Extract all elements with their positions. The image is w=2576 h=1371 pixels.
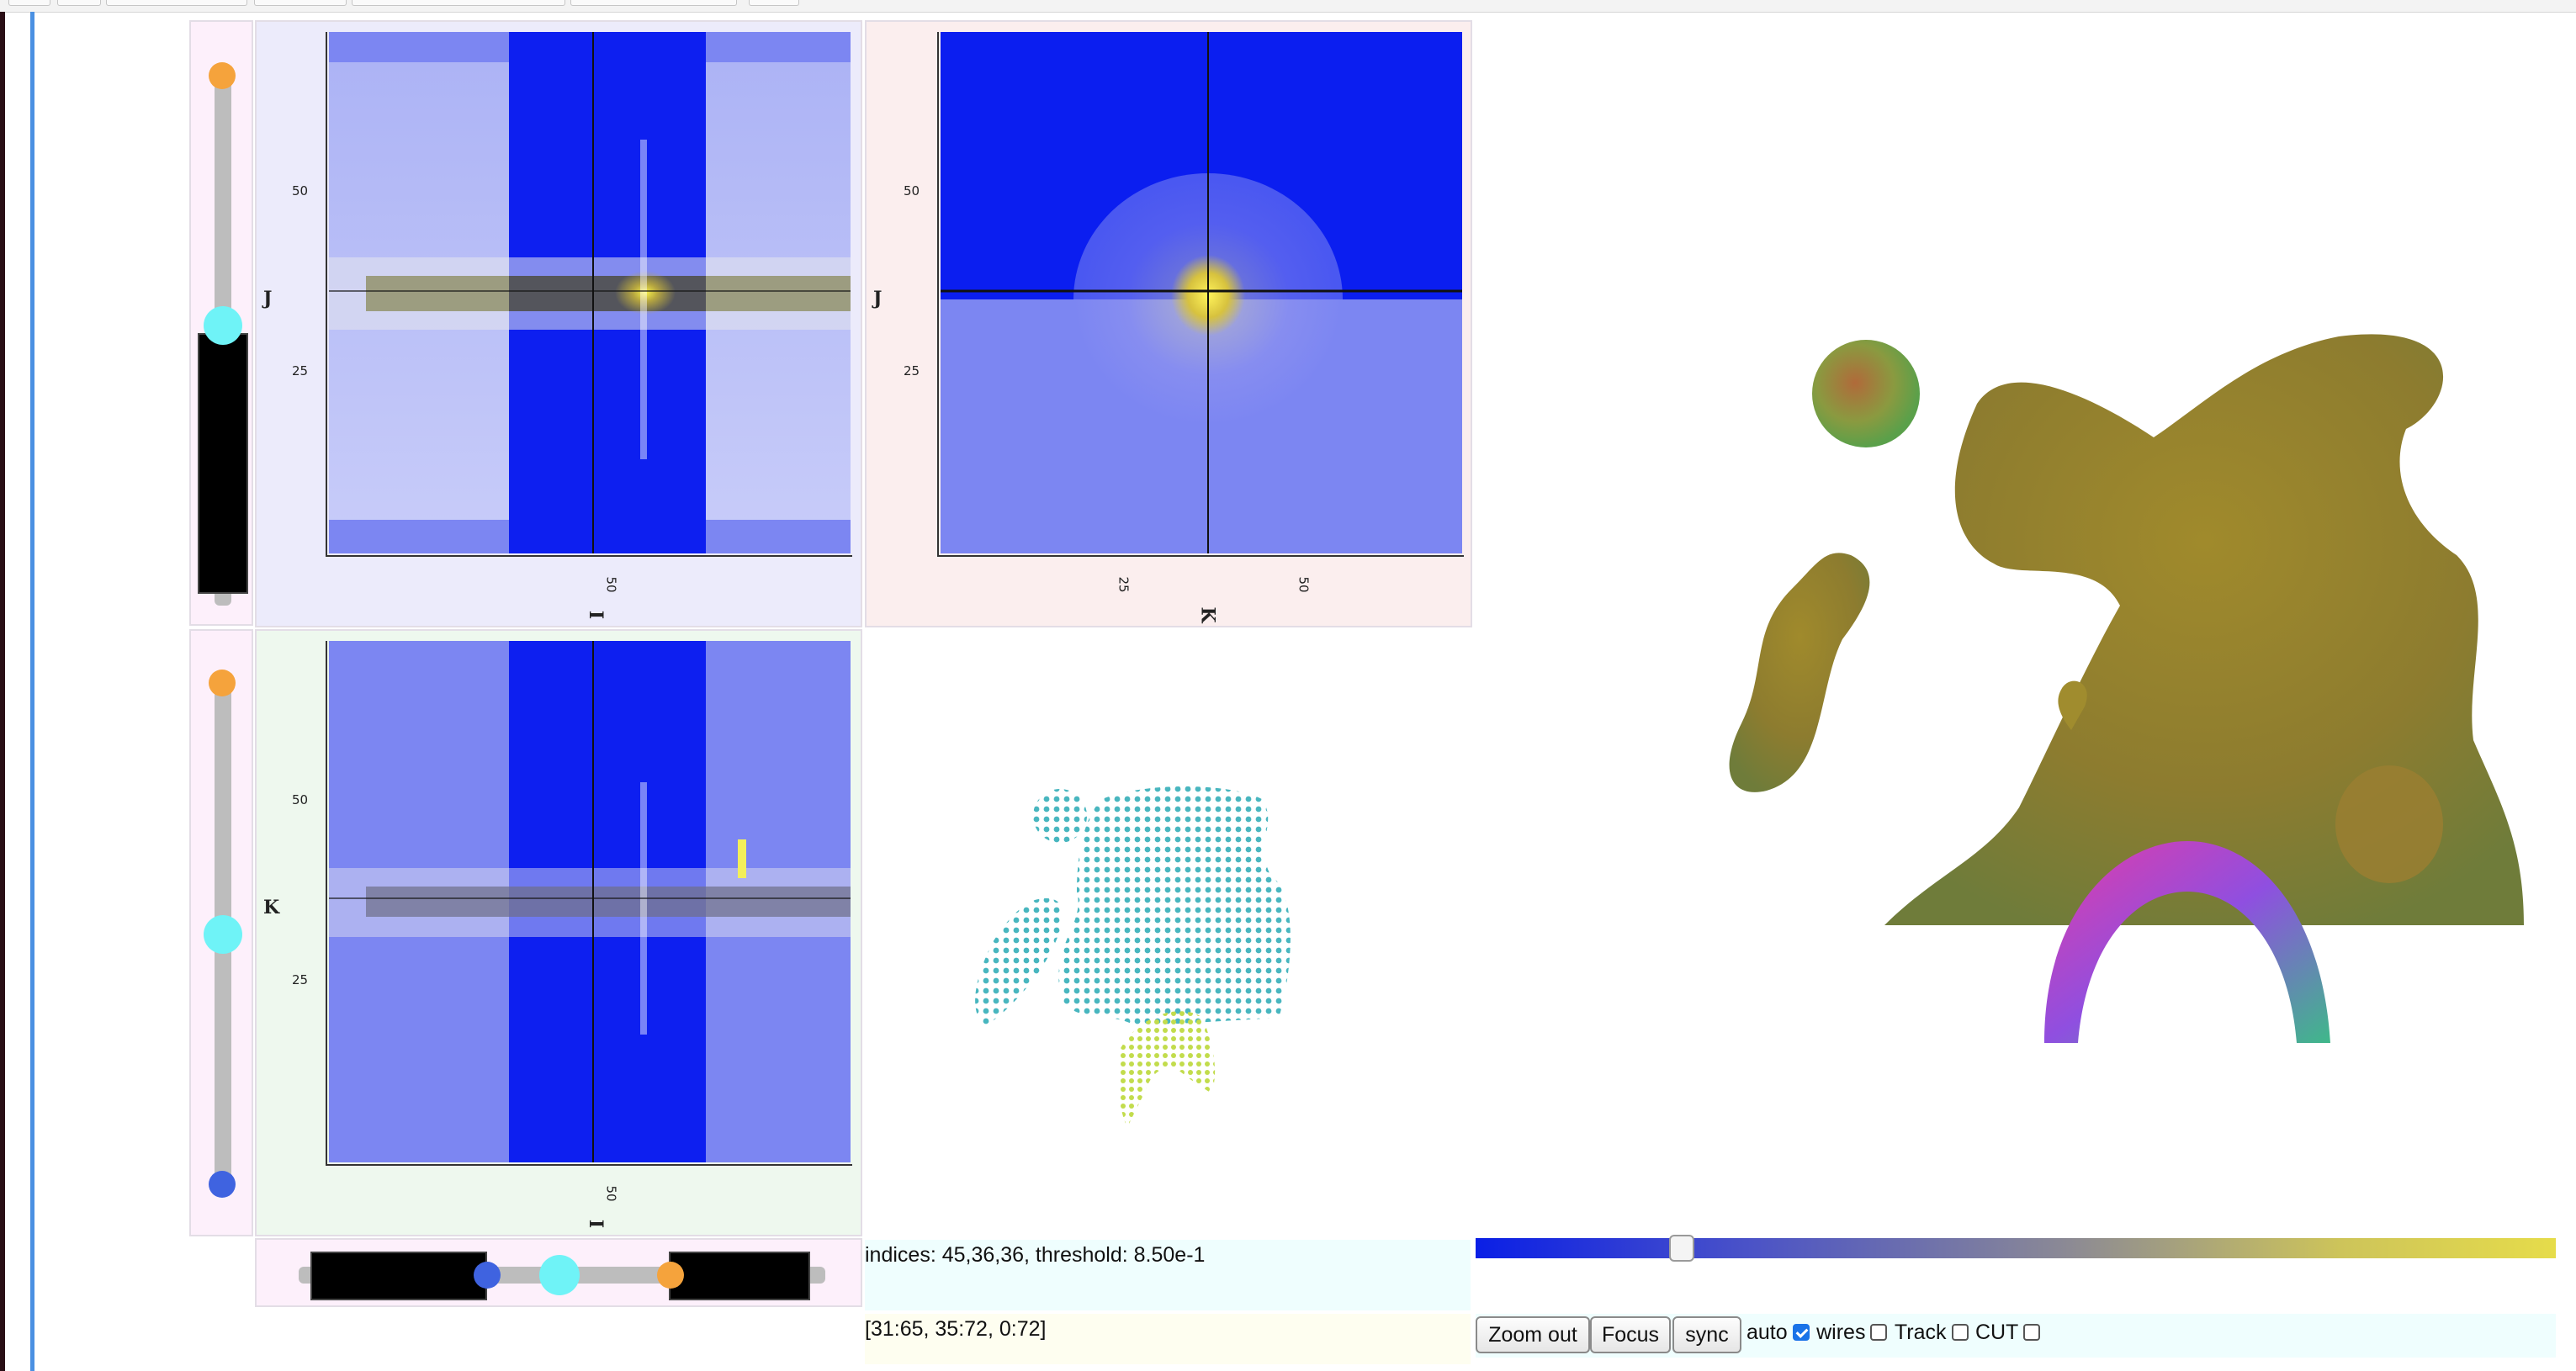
threshold-handle[interactable] [1669, 1235, 1694, 1262]
y-axis-line [937, 32, 939, 557]
slider-value-handle[interactable] [539, 1255, 580, 1295]
y-axis-label: K [263, 897, 280, 918]
y-axis-label: J [873, 288, 883, 310]
track-checkbox[interactable] [1951, 1323, 1969, 1341]
x-tick-label: 50 [603, 1185, 619, 1202]
toolbar-button[interactable] [8, 0, 50, 6]
indices-status: indices: 45,36,36, threshold: 8.50e-1 [865, 1240, 1471, 1310]
slider-max-handle[interactable] [209, 670, 236, 696]
y-tick-label: 25 [292, 972, 309, 987]
y-axis-line [326, 641, 327, 1166]
auto-label: auto [1746, 1321, 1788, 1344]
slider-range-fill [198, 333, 248, 594]
x-axis-label: I [585, 610, 607, 620]
options-row: auto wires Track CUT [1746, 1321, 2043, 1354]
mid-vertical-slider-panel[interactable] [189, 629, 253, 1236]
range-text: [31:65, 35:72, 0:72] [865, 1317, 1047, 1341]
range-status: [31:65, 35:72, 0:72] [865, 1314, 1471, 1364]
x-axis-label: K [1196, 606, 1219, 623]
zoom-out-button[interactable]: Zoom out [1476, 1316, 1590, 1353]
slider-value-handle[interactable] [204, 915, 242, 954]
threshold-colorbar[interactable] [1476, 1238, 2556, 1258]
cut-checkbox[interactable] [2023, 1323, 2041, 1341]
toolbar-button[interactable] [254, 0, 347, 6]
toolbar-button[interactable] [570, 0, 737, 6]
x-axis-line [326, 1164, 852, 1166]
plot-panel-ij[interactable]: 50 25 50 J I [255, 20, 862, 627]
y-tick-label: 25 [904, 363, 920, 378]
toolbar-button[interactable] [57, 0, 101, 6]
plot-panel-ik[interactable]: 50 25 50 K I [255, 629, 862, 1236]
x-tick-label: 50 [1296, 576, 1312, 593]
slider-left-mask [310, 1252, 487, 1300]
bottom-horizontal-slider-panel[interactable] [255, 1238, 862, 1307]
heatmap-kj[interactable] [867, 22, 1474, 629]
auto-checkbox[interactable] [1792, 1323, 1810, 1341]
slider-max-handle[interactable] [209, 62, 236, 89]
y-tick-label: 50 [292, 792, 309, 807]
y-tick-label: 25 [292, 363, 309, 378]
slider-min-handle[interactable] [209, 1171, 236, 1198]
sync-button[interactable]: sync [1672, 1316, 1741, 1353]
plot-panel-kj[interactable]: 50 25 25 50 J K [865, 20, 1472, 627]
x-axis-label: I [585, 1219, 607, 1229]
top-vertical-slider-panel[interactable] [189, 20, 253, 626]
y-axis-line [326, 32, 327, 557]
y-tick-label: 50 [292, 183, 309, 199]
window-edge [0, 12, 5, 1371]
toolbar-button[interactable] [352, 0, 565, 6]
slider-right-mask [669, 1252, 810, 1300]
slider-min-handle[interactable] [474, 1262, 501, 1289]
x-axis-line [326, 555, 852, 557]
toolbar-button[interactable] [106, 0, 247, 6]
indices-text: indices: 45,36,36, threshold: 8.50e-1 [865, 1243, 1206, 1267]
point-cloud-view[interactable] [951, 774, 1304, 1144]
wires-checkbox[interactable] [1870, 1323, 1888, 1341]
isosurface-3d-view[interactable] [1649, 303, 2557, 1043]
x-tick-label: 25 [1116, 576, 1132, 593]
slider-value-handle[interactable] [204, 306, 242, 345]
wires-label: wires [1816, 1321, 1866, 1344]
heatmap-ik[interactable] [257, 631, 864, 1238]
y-axis-label: J [263, 288, 273, 310]
slider-max-handle[interactable] [657, 1262, 684, 1289]
heatmap-ij[interactable] [257, 22, 864, 629]
y-tick-label: 50 [904, 183, 920, 199]
x-tick-label: 50 [603, 576, 619, 593]
x-axis-line [937, 555, 1464, 557]
track-label: Track [1894, 1321, 1947, 1344]
focus-button[interactable]: Focus [1590, 1316, 1671, 1353]
page-left-border [30, 12, 34, 1371]
toolbar-button[interactable] [749, 0, 799, 6]
cut-label: CUT [1974, 1321, 2019, 1344]
